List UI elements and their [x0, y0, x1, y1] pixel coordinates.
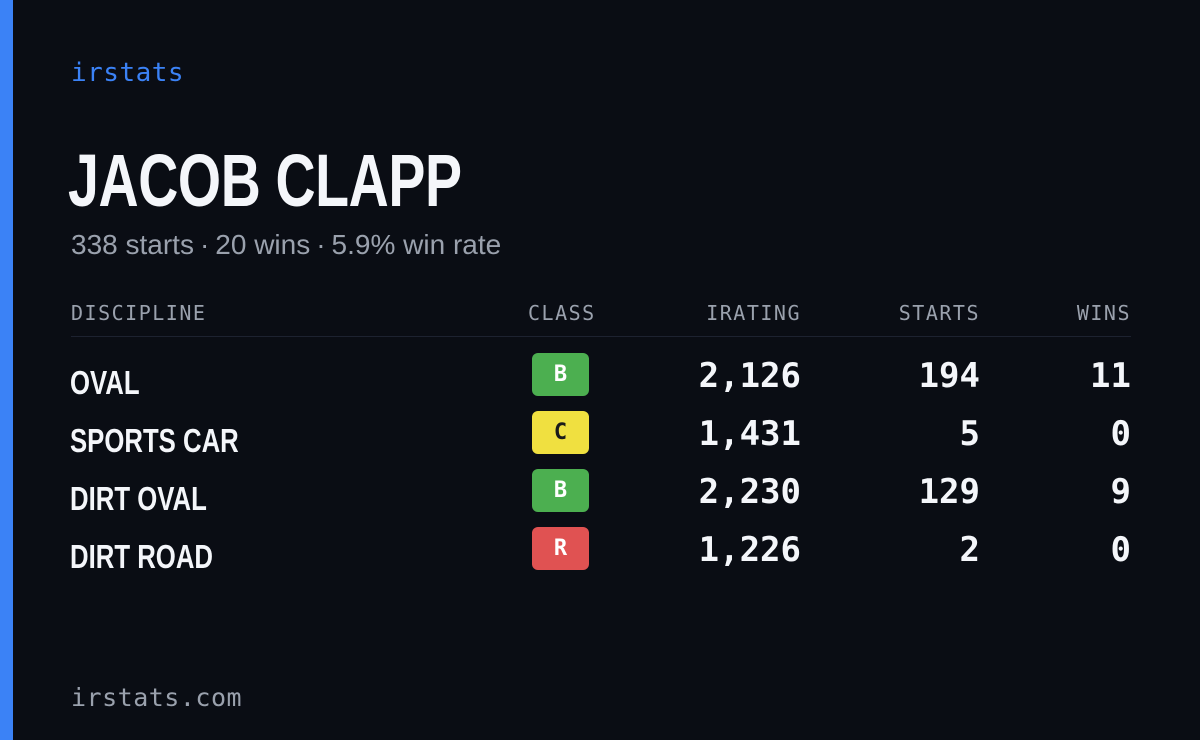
discipline-table: DISCIPLINE CLASS IRATING STARTS WINS OVA…: [70, 296, 1131, 585]
class-badge: R: [532, 527, 589, 570]
win-rate-summary: 5.9% win rate: [331, 229, 502, 260]
wins-summary: 20 wins: [215, 229, 311, 260]
table-body: OVAL B 2,126 194 11 SPORTS CAR C 1,431 5…: [70, 337, 1131, 585]
wins-value: 9: [1110, 472, 1131, 512]
class-badge: B: [532, 469, 589, 512]
table-header: DISCIPLINE CLASS IRATING STARTS WINS: [71, 296, 1131, 337]
starts-value: 5: [959, 414, 980, 454]
driver-summary: 338 starts · 20 wins · 5.9% win rate: [71, 228, 501, 262]
header-class: CLASS: [528, 301, 596, 325]
header-irating: IRATING: [706, 301, 801, 325]
discipline-name: SPORTS CAR: [70, 422, 239, 459]
table-row: DIRT ROAD R 1,226 2 0: [70, 527, 1131, 585]
table-row: DIRT OVAL B 2,230 129 9: [70, 469, 1131, 527]
accent-bar: [0, 0, 13, 740]
discipline-name: DIRT OVAL: [70, 480, 207, 517]
header-starts: STARTS: [898, 301, 980, 325]
class-badge: C: [532, 411, 589, 454]
starts-summary: 338 starts: [71, 229, 194, 260]
discipline-name: OVAL: [70, 364, 140, 401]
irating-value: 2,230: [698, 472, 801, 512]
irating-value: 1,226: [698, 530, 801, 570]
wins-value: 11: [1090, 356, 1131, 396]
starts-value: 129: [918, 472, 980, 512]
wins-value: 0: [1110, 530, 1131, 570]
irating-value: 1,431: [698, 414, 801, 454]
starts-value: 2: [959, 530, 980, 570]
discipline-name: DIRT ROAD: [70, 538, 213, 575]
brand-logo-text: irstats: [71, 58, 185, 88]
driver-name: JACOB CLAPP: [68, 139, 462, 222]
class-badge: B: [532, 353, 589, 396]
table-row: OVAL B 2,126 194 11: [70, 353, 1131, 411]
wins-value: 0: [1110, 414, 1131, 454]
header-wins: WINS: [1076, 301, 1131, 325]
starts-value: 194: [918, 356, 980, 396]
header-discipline: DISCIPLINE: [71, 301, 207, 325]
table-row: SPORTS CAR C 1,431 5 0: [70, 411, 1131, 469]
footer-url: irstats.com: [71, 683, 243, 712]
irating-value: 2,126: [698, 356, 801, 396]
separator-dot: ·: [316, 229, 326, 260]
separator-dot: ·: [199, 229, 210, 260]
